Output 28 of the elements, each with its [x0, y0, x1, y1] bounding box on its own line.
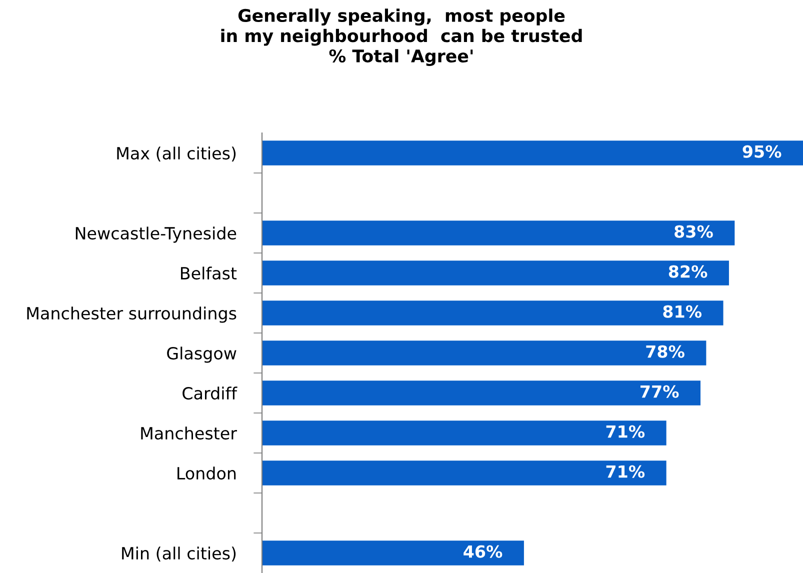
data-label: 71% — [606, 465, 645, 478]
data-label: 78% — [646, 345, 684, 358]
bar — [262, 140, 803, 166]
bar — [262, 380, 700, 406]
y-tick-label: Cardiff — [182, 386, 238, 400]
y-tick-label: Glasgow — [167, 346, 236, 363]
data-label: 71% — [606, 425, 645, 438]
bar — [262, 460, 666, 486]
data-label: 81% — [663, 305, 702, 318]
bar — [262, 300, 724, 326]
bar — [262, 540, 524, 566]
data-label: 83% — [674, 225, 713, 238]
y-tick-label: London — [178, 466, 236, 480]
bar — [262, 340, 706, 366]
y-tick-label: Belfast — [181, 266, 237, 280]
y-tick-label: Manchester surroundings — [27, 306, 236, 323]
data-label: 77% — [640, 385, 679, 398]
bar — [262, 420, 666, 446]
y-tick-label: Max (all cities) — [117, 146, 236, 162]
bar — [262, 260, 729, 286]
y-tick-label: Min (all cities) — [122, 546, 236, 562]
data-label: 82% — [668, 265, 708, 278]
data-label: 46% — [464, 545, 502, 558]
bar — [262, 220, 735, 246]
chart-title: Generally speaking, most people in my neighbourhood can be trusted % Total 'Agree' — [221, 8, 582, 66]
y-tick-label: Manchester — [141, 426, 237, 440]
data-label: 95% — [742, 145, 782, 158]
y-tick-label: Newcastle-Tyneside — [76, 226, 236, 243]
